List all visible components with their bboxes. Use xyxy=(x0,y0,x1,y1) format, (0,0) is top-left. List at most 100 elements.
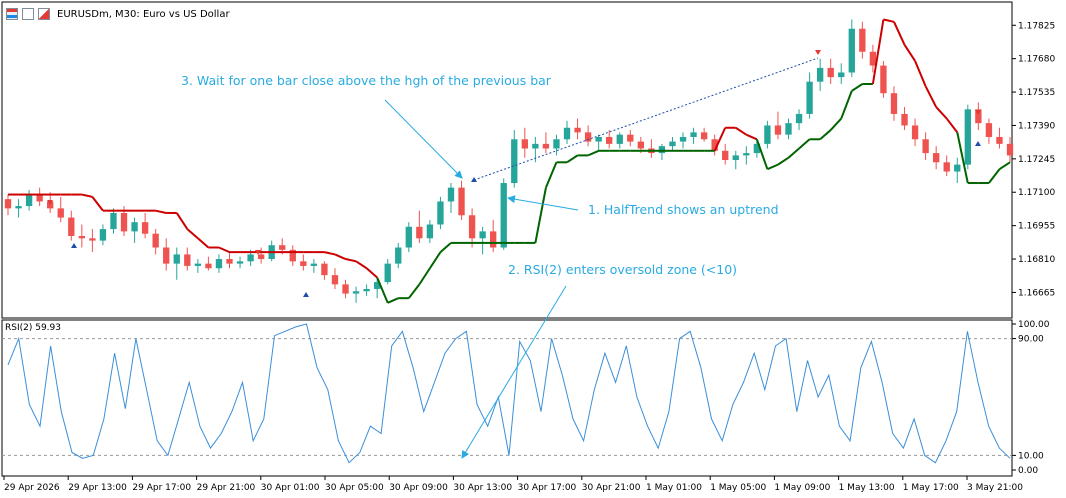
buy-signal-arrow xyxy=(71,243,77,248)
candle-body xyxy=(943,162,950,172)
candle xyxy=(711,134,718,156)
candle-body xyxy=(964,109,971,165)
candle xyxy=(437,196,444,230)
candle xyxy=(933,146,940,170)
candle-body xyxy=(300,261,307,266)
sell-signal-arrow xyxy=(255,250,261,255)
square-icon[interactable] xyxy=(22,8,34,20)
candle-body xyxy=(996,136,1003,144)
candle-body xyxy=(205,263,212,269)
rsi-line xyxy=(7,323,1011,464)
candle xyxy=(859,21,866,59)
candle-body xyxy=(173,254,180,264)
halftrend-segment xyxy=(956,132,969,184)
halftrend-segment xyxy=(777,156,790,166)
halftrend-segment xyxy=(408,283,421,299)
candle-body xyxy=(827,67,834,78)
candle xyxy=(795,109,803,131)
candle xyxy=(985,118,993,144)
halftrend-segment xyxy=(186,228,199,240)
candle-body xyxy=(373,282,381,289)
candle xyxy=(648,139,655,158)
candle-body xyxy=(985,123,993,137)
halftrend-segment xyxy=(945,117,959,133)
halftrend-segment xyxy=(566,154,579,164)
candle-body xyxy=(954,164,961,172)
halftrend-segment xyxy=(713,127,727,152)
candle-body xyxy=(869,51,877,66)
x-tick-label: 1 May 05:00 xyxy=(710,483,766,493)
candle-body xyxy=(68,217,75,236)
candle-body xyxy=(563,127,571,140)
candle xyxy=(574,118,581,140)
candle xyxy=(310,259,318,273)
candle xyxy=(395,242,402,269)
x-tick-label: 30 Apr 21:00 xyxy=(582,483,641,493)
candle-body xyxy=(753,143,761,154)
candle xyxy=(173,247,180,280)
buy-signal-arrow xyxy=(975,141,981,146)
candle xyxy=(553,134,560,156)
candle xyxy=(658,143,666,160)
candle xyxy=(184,247,191,271)
halftrend-segment xyxy=(893,21,906,46)
grid-icon[interactable] xyxy=(6,8,18,20)
candle-body xyxy=(226,259,233,264)
halftrend-segment xyxy=(767,163,779,171)
candle xyxy=(616,132,623,149)
halftrend-segment xyxy=(418,267,431,285)
candle-body xyxy=(426,224,434,239)
candle xyxy=(722,143,729,165)
candle xyxy=(827,58,834,84)
candle xyxy=(15,199,22,218)
candle-body xyxy=(795,113,803,124)
candle xyxy=(373,277,381,299)
candle xyxy=(816,58,824,91)
candle-body xyxy=(574,127,581,133)
candle-body xyxy=(911,125,919,140)
candle xyxy=(405,222,412,253)
rsi-y-tick-label: 90.00 xyxy=(1018,335,1044,345)
x-tick-label: 29 Apr 21:00 xyxy=(197,483,256,493)
candle-body xyxy=(331,275,339,285)
rsi-y-tick-label: 10.00 xyxy=(1018,451,1044,461)
halftrend-segment xyxy=(175,212,189,230)
halftrend-segment xyxy=(534,187,547,244)
candle xyxy=(99,224,107,246)
halftrend-segment xyxy=(324,251,336,256)
candle xyxy=(954,157,961,184)
halftrend-segment xyxy=(745,133,758,141)
candle xyxy=(869,44,877,73)
x-tick-label: 29 Apr 13:00 xyxy=(68,483,127,493)
candle xyxy=(215,254,223,273)
halftrend-segment xyxy=(197,237,210,249)
candle xyxy=(363,284,370,296)
candle xyxy=(89,229,96,253)
candle-body xyxy=(99,229,107,241)
candle xyxy=(479,226,486,255)
candle xyxy=(838,63,845,84)
candle xyxy=(163,238,170,271)
halftrend-segment xyxy=(755,138,769,170)
y-tick-label: 1.17535 xyxy=(1018,88,1055,98)
candle xyxy=(194,259,202,273)
candle-body xyxy=(490,231,497,248)
halftrend-segment xyxy=(914,60,927,87)
halftrend-segment xyxy=(988,168,1001,184)
candle xyxy=(68,210,75,241)
candle xyxy=(584,125,592,147)
flag-icon[interactable] xyxy=(38,8,50,20)
candle-body xyxy=(859,28,866,52)
annotation-arrow-step1 xyxy=(507,195,579,211)
candle xyxy=(447,183,455,213)
halftrend-segment xyxy=(798,138,811,150)
candle-body xyxy=(722,150,729,160)
candle-body xyxy=(806,81,813,114)
x-tick-label: 30 Apr 05:00 xyxy=(325,483,384,493)
candle xyxy=(321,261,328,280)
y-tick-label: 1.17100 xyxy=(1018,188,1055,198)
candle xyxy=(289,245,296,266)
candle-body xyxy=(542,143,550,149)
candle-body xyxy=(511,139,518,184)
